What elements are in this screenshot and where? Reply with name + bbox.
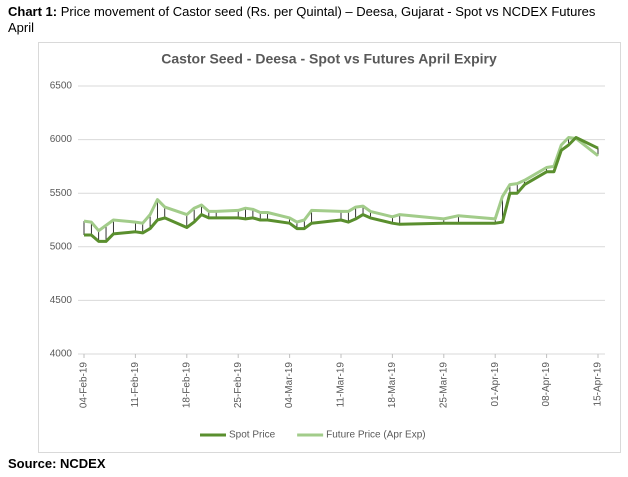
legend-label: Future Price (Apr Exp) xyxy=(326,430,425,441)
x-tick-label: 15-Apr-19 xyxy=(593,362,604,407)
y-tick-label: 6500 xyxy=(50,81,73,92)
caption-text: Price movement of Castor seed (Rs. per Q… xyxy=(8,4,596,35)
x-tick-label: 25-Feb-19 xyxy=(233,362,244,409)
y-tick-label: 5000 xyxy=(50,241,73,252)
x-tick-label: 11-Mar-19 xyxy=(336,362,347,408)
caption-label: Chart 1: xyxy=(8,4,58,19)
caption: Chart 1: Price movement of Castor seed (… xyxy=(8,4,620,36)
chart-title: Castor Seed - Deesa - Spot vs Futures Ap… xyxy=(161,51,497,67)
x-tick-label: 25-Mar-19 xyxy=(438,362,449,409)
legend-label: Spot Price xyxy=(229,430,276,441)
y-tick-label: 4500 xyxy=(50,295,73,306)
chart-frame xyxy=(38,42,621,453)
source: Source: NCDEX xyxy=(8,456,106,471)
x-tick-label: 04-Feb-19 xyxy=(79,362,90,409)
y-tick-label: 6000 xyxy=(50,134,73,145)
y-tick-label: 5500 xyxy=(50,188,73,199)
x-tick-label: 18-Mar-19 xyxy=(387,362,398,409)
y-tick-label: 4000 xyxy=(50,349,73,360)
x-tick-label: 11-Feb-19 xyxy=(130,362,141,408)
x-tick-label: 18-Feb-19 xyxy=(181,362,192,409)
x-tick-label: 08-Apr-19 xyxy=(541,362,552,407)
series-line xyxy=(84,136,599,243)
series-line xyxy=(83,136,599,233)
x-tick-label: 04-Mar-19 xyxy=(284,362,295,409)
x-tick-label: 01-Apr-19 xyxy=(490,362,501,407)
